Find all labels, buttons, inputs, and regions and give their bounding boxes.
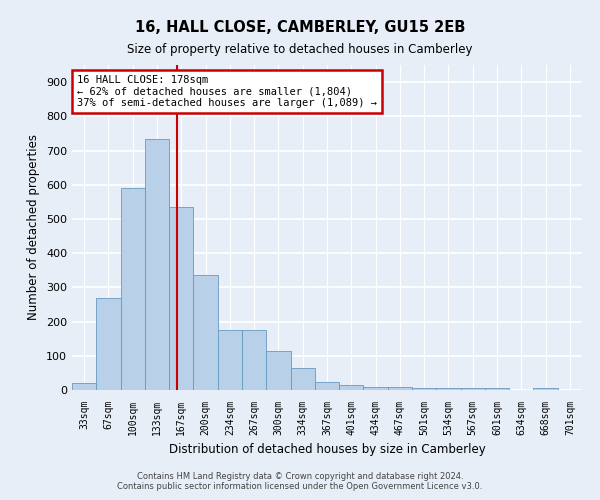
- Bar: [193, 276, 218, 390]
- Bar: [461, 388, 485, 390]
- Text: Contains HM Land Registry data © Crown copyright and database right 2024.: Contains HM Land Registry data © Crown c…: [137, 472, 463, 481]
- Bar: [485, 388, 509, 390]
- Bar: [169, 207, 193, 390]
- Bar: [533, 388, 558, 390]
- Text: 16 HALL CLOSE: 178sqm
← 62% of detached houses are smaller (1,804)
37% of semi-d: 16 HALL CLOSE: 178sqm ← 62% of detached …: [77, 74, 377, 108]
- Bar: [242, 330, 266, 390]
- Bar: [436, 388, 461, 390]
- Bar: [364, 388, 388, 390]
- Bar: [339, 385, 364, 390]
- Y-axis label: Number of detached properties: Number of detached properties: [28, 134, 40, 320]
- Bar: [412, 388, 436, 390]
- Bar: [290, 368, 315, 390]
- Bar: [266, 350, 290, 390]
- X-axis label: Distribution of detached houses by size in Camberley: Distribution of detached houses by size …: [169, 444, 485, 456]
- Text: 16, HALL CLOSE, CAMBERLEY, GU15 2EB: 16, HALL CLOSE, CAMBERLEY, GU15 2EB: [135, 20, 465, 35]
- Bar: [121, 188, 145, 390]
- Bar: [388, 388, 412, 390]
- Text: Contains public sector information licensed under the Open Government Licence v3: Contains public sector information licen…: [118, 482, 482, 491]
- Bar: [145, 138, 169, 390]
- Bar: [72, 383, 96, 390]
- Bar: [218, 330, 242, 390]
- Text: Size of property relative to detached houses in Camberley: Size of property relative to detached ho…: [127, 42, 473, 56]
- Bar: [96, 298, 121, 390]
- Bar: [315, 382, 339, 390]
